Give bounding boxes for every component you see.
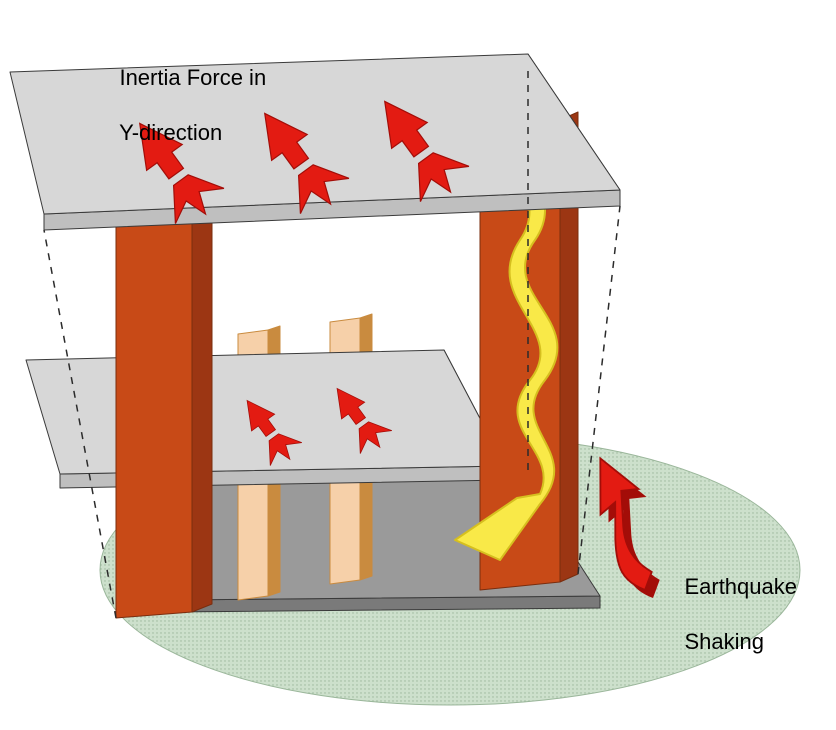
- label-inertia-line2: Y-direction: [119, 120, 222, 145]
- label-inertia-line1: Inertia Force in: [119, 65, 266, 90]
- label-earthquake-line2: Shaking: [684, 629, 764, 654]
- label-earthquake-line1: Earthquake: [684, 574, 797, 599]
- diagram-stage: Inertia Force in Y-direction Earthquake …: [0, 0, 836, 730]
- label-inertia: Inertia Force in Y-direction: [95, 36, 266, 174]
- label-earthquake: Earthquake Shaking: [660, 545, 797, 683]
